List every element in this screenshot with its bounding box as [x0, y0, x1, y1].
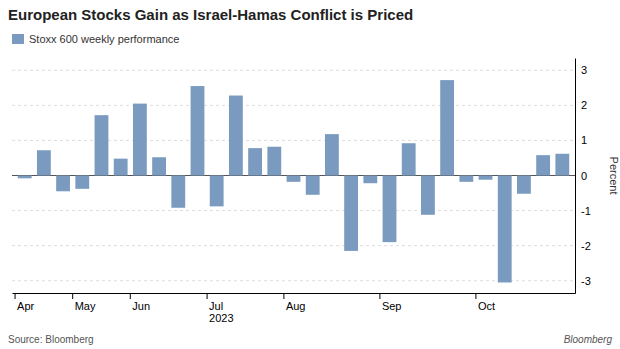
x-tick-label: Aug: [286, 300, 306, 312]
bar: [133, 104, 147, 176]
y-tick: -2: [575, 240, 591, 252]
x-tick-label-line: 2023: [209, 312, 233, 324]
bar: [517, 176, 531, 194]
y-tick: -1: [575, 205, 591, 217]
x-tick-label: Jun: [132, 300, 150, 312]
y-tick-label: 1: [581, 134, 587, 146]
chart-svg: Apr May Jun Jul2023 Aug Sep Oct -3 -2 -1 0 1 2 3 Perce…: [0, 0, 620, 349]
legend-item: Stoxx 600 weekly performance: [12, 33, 179, 45]
y-tick: 2: [575, 99, 587, 111]
x-axis: Apr May Jun Jul2023 Aug Sep Oct: [13, 293, 576, 324]
bar: [344, 176, 358, 251]
source-note: Source: Bloomberg: [8, 334, 94, 345]
y-axis-title: Percent: [608, 157, 620, 195]
legend-label: Stoxx 600 weekly performance: [29, 33, 179, 45]
x-tick-label: Oct: [478, 300, 495, 312]
y-axis: -3 -2 -1 0 1 2 3: [575, 59, 591, 294]
y-tick-label: 3: [581, 64, 587, 76]
y-tick-label: -1: [581, 205, 591, 217]
legend: Stoxx 600 weekly performance: [12, 33, 179, 45]
x-tick-label-line: Jun: [132, 300, 150, 312]
x-tick-label-line: Oct: [478, 300, 495, 312]
bar: [114, 159, 128, 176]
bar: [287, 176, 301, 182]
bar: [75, 176, 89, 189]
bar: [363, 176, 377, 184]
y-tick: -3: [575, 275, 591, 287]
x-tick-label: May: [75, 300, 96, 312]
bar: [152, 157, 166, 175]
grid-line: [12, 280, 575, 281]
x-tick-label-line: Sep: [382, 300, 402, 312]
y-tick-label: -3: [581, 275, 591, 287]
bar: [325, 134, 339, 175]
x-tick-label-line: May: [75, 300, 96, 312]
y-tick-label: 0: [581, 170, 587, 182]
x-tick: Sep: [380, 293, 402, 312]
bar: [555, 154, 569, 176]
grid-line: [12, 210, 575, 211]
y-tick-label: -2: [581, 240, 591, 252]
x-tick-mark: [72, 293, 73, 299]
grid-line: [12, 70, 575, 71]
x-tick-label: Apr: [17, 300, 34, 312]
y-tick: 3: [575, 64, 587, 76]
x-tick: Oct: [476, 293, 495, 312]
bar: [191, 86, 205, 175]
x-tick: Jun: [130, 293, 150, 312]
x-tick: Apr: [15, 293, 34, 312]
bar: [498, 176, 512, 283]
grid-line: [12, 245, 575, 246]
title: European Stocks Gain as Israel-Hamas Con…: [8, 6, 413, 23]
x-tick-label: Jul2023: [209, 300, 233, 325]
bar: [56, 176, 70, 192]
bar: [402, 143, 416, 175]
bar: [171, 176, 185, 208]
bar: [37, 150, 51, 175]
bar: [229, 96, 243, 176]
bar: [267, 147, 281, 176]
grid: [12, 70, 575, 280]
grid-line: [12, 105, 575, 106]
x-tick: Jul2023: [207, 293, 233, 324]
x-tick-mark: [130, 293, 131, 299]
bar: [306, 176, 320, 195]
y-tick: 0: [575, 170, 587, 182]
watermark: Bloomberg: [564, 334, 613, 345]
x-tick-mark: [379, 293, 380, 299]
y-tick: 1: [575, 134, 587, 146]
x-tick-label-line: Aug: [286, 300, 306, 312]
y-axis-line: [575, 59, 576, 294]
x-tick: May: [73, 293, 96, 312]
x-tick: Aug: [284, 293, 306, 312]
bar: [248, 148, 262, 175]
bar: [440, 80, 454, 175]
bar: [383, 176, 397, 243]
bar: [421, 176, 435, 215]
x-tick-mark: [475, 293, 476, 299]
chart-container: Apr May Jun Jul2023 Aug Sep Oct -3 -2 -1 0 1 2 3 Perce…: [0, 0, 620, 349]
bar: [210, 176, 224, 207]
x-axis-line: [13, 293, 576, 294]
bar: [95, 115, 109, 175]
x-tick-mark: [283, 293, 284, 299]
bar: [459, 176, 473, 182]
x-tick-label: Sep: [382, 300, 402, 312]
bar: [479, 176, 493, 180]
y-tick-label: 2: [581, 99, 587, 111]
bar: [536, 155, 550, 175]
x-tick-mark: [15, 293, 16, 299]
x-tick-mark: [207, 293, 208, 299]
x-tick-label-line: Jul: [209, 300, 223, 312]
bar: [18, 176, 32, 179]
bars: [18, 80, 569, 282]
x-tick-label-line: Apr: [17, 300, 34, 312]
legend-swatch: [12, 34, 24, 44]
